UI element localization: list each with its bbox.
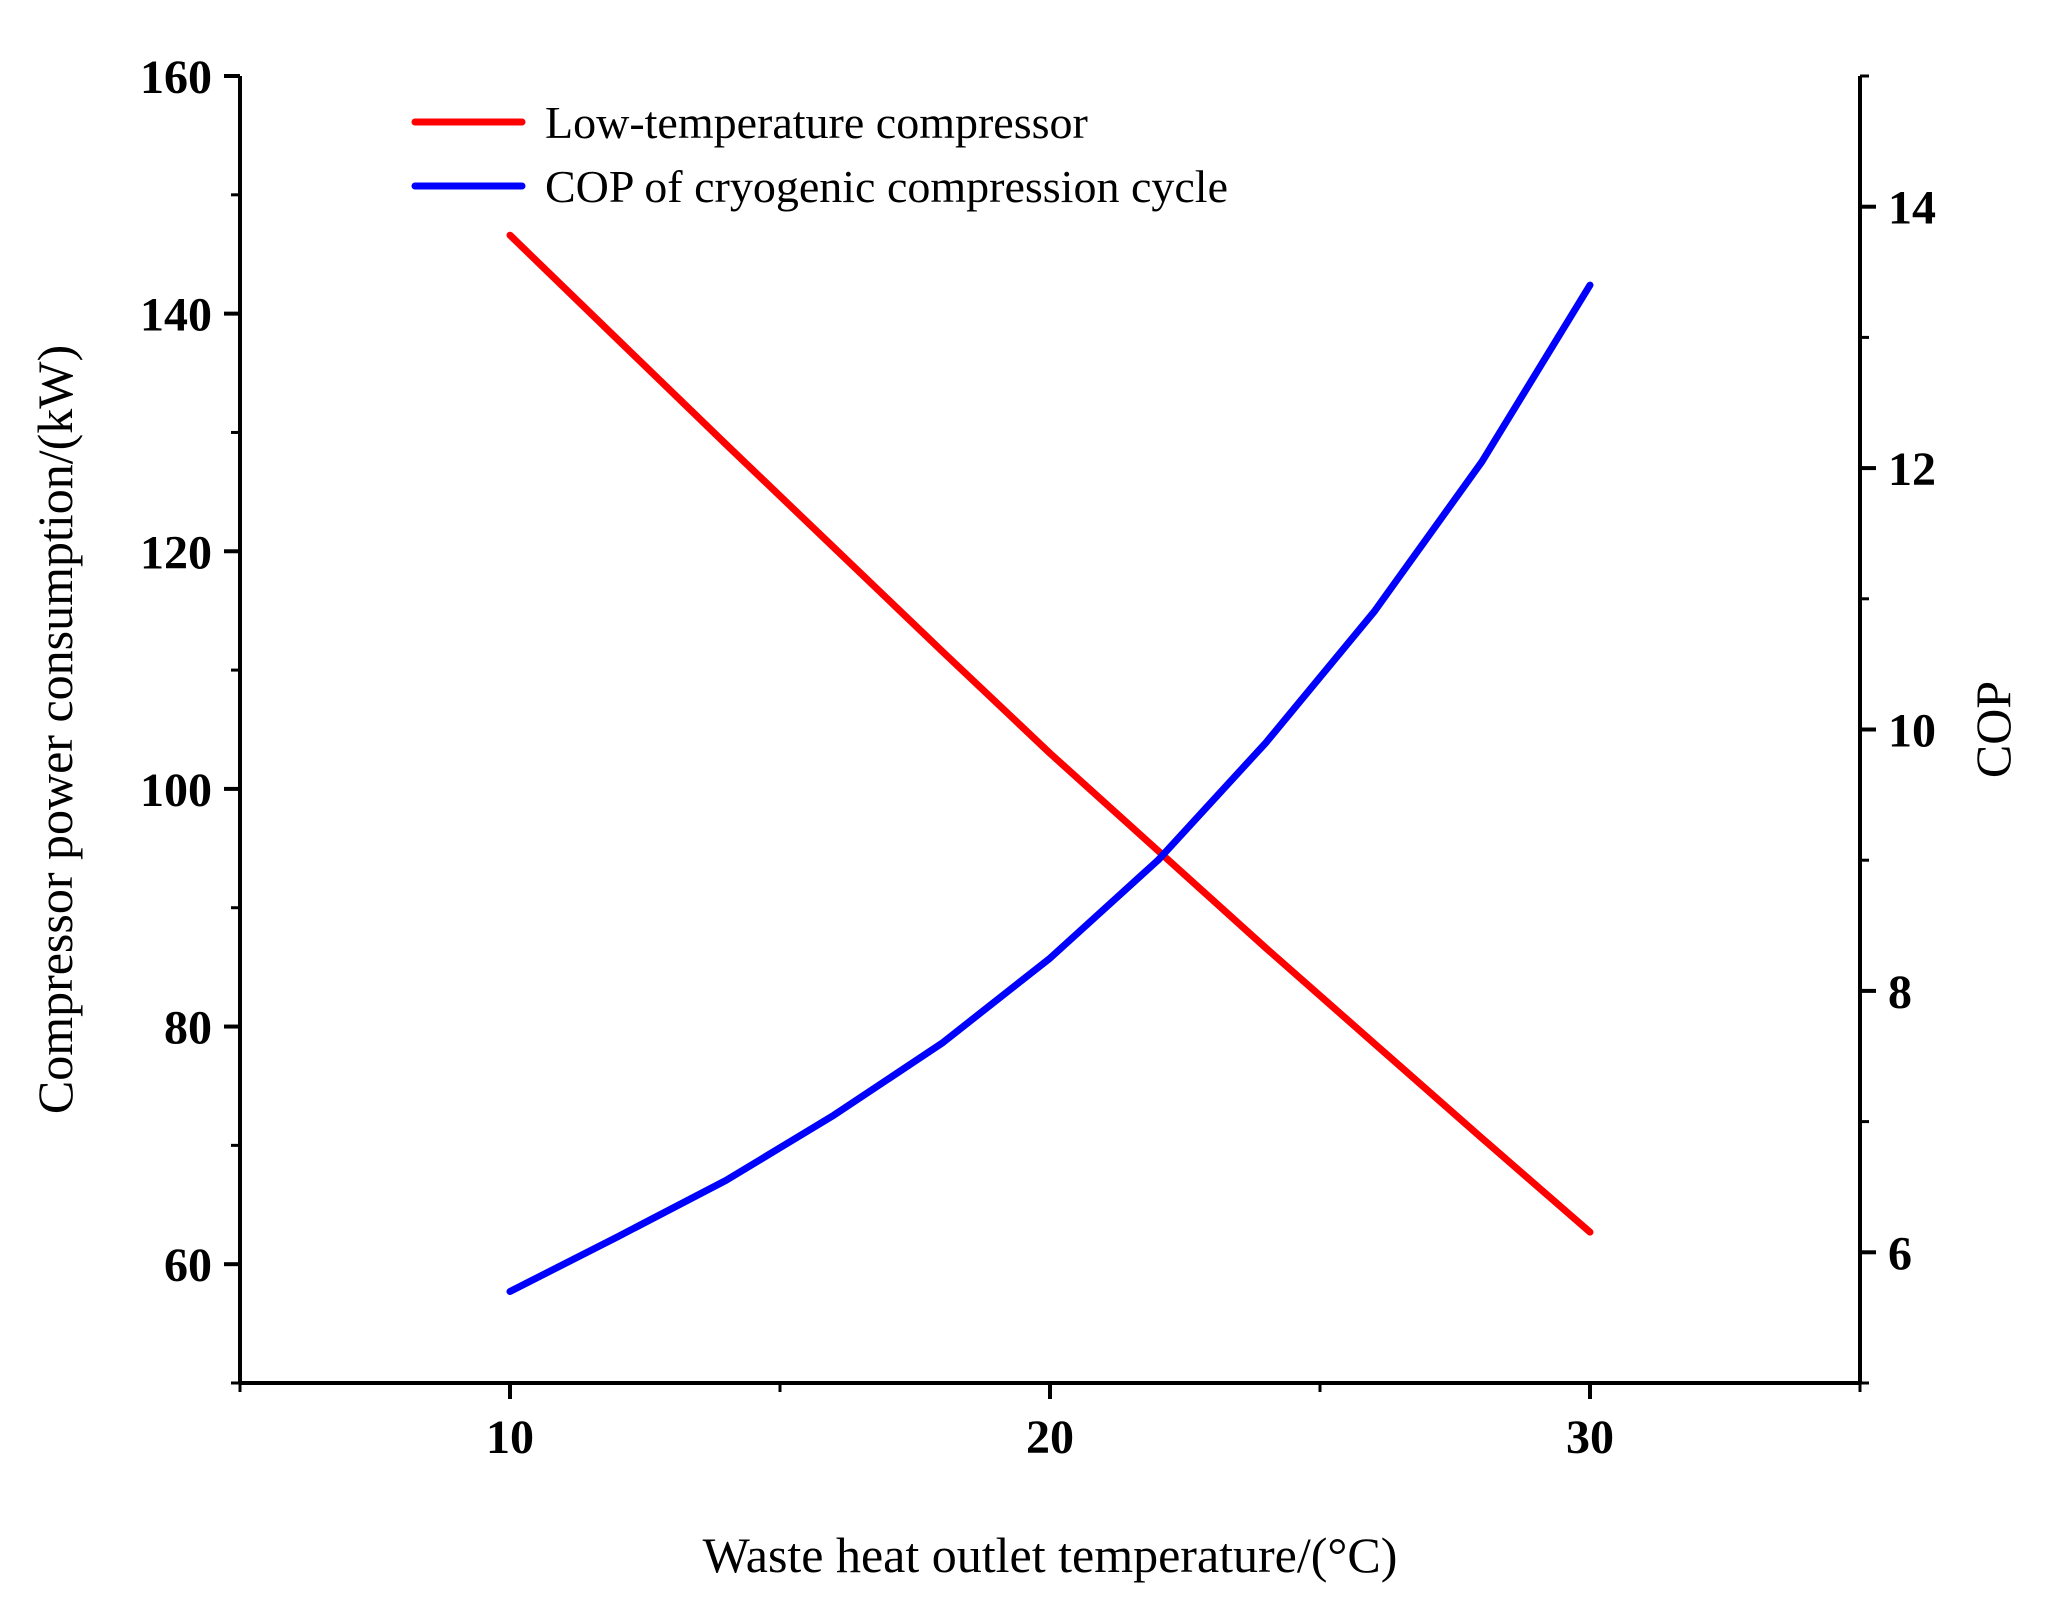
right-y-tick-label: 8 [1888,966,1912,1019]
right-y-tick-label: 6 [1888,1227,1912,1280]
x-tick-label: 10 [486,1411,534,1464]
right-y-tick-label: 12 [1888,443,1936,496]
x-tick-label: 30 [1566,1411,1614,1464]
left-y-tick-label: 100 [140,764,212,817]
right-y-tick-label: 14 [1888,182,1936,235]
cop-line [506,281,1594,1295]
x-tick-label: 20 [1026,1411,1074,1464]
left-y-tick-label: 120 [140,526,212,579]
left-y-tick-label: 160 [140,51,212,104]
left-y-tick-label: 80 [164,1002,212,1055]
left-y-tick-label: 60 [164,1239,212,1292]
left-y-axis-title: Compressor power consumption/(kW) [27,345,83,1114]
legend-label: COP of cryogenic compression cycle [545,161,1228,212]
left-y-tick-label: 140 [140,289,212,342]
right-y-axis-title: COP [1965,681,2021,778]
compressor-power-line [506,231,1594,1236]
legend-label: Low-temperature compressor [545,97,1088,148]
x-axis-title: Waste heat outlet temperature/(°C) [703,1527,1398,1583]
right-y-tick-label: 10 [1888,705,1936,758]
